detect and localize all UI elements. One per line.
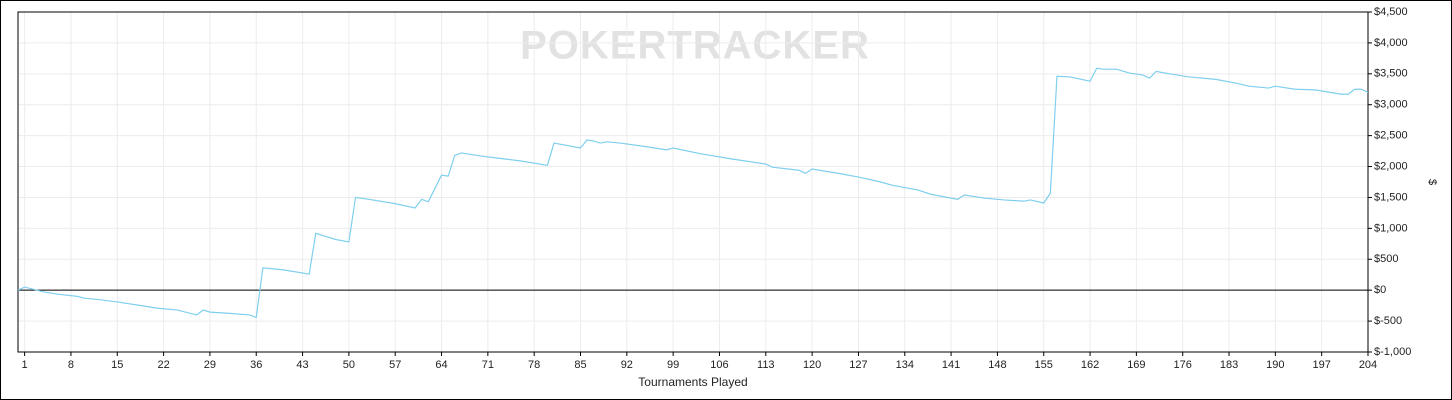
x-tick-label: 64 — [435, 359, 447, 371]
x-tick-label: 183 — [1220, 359, 1238, 371]
x-tick-label: 85 — [574, 359, 586, 371]
y-tick-label: $4,000 — [1374, 37, 1408, 49]
watermark: POKERTRACKER — [520, 24, 870, 68]
x-tick-label: 57 — [389, 359, 401, 371]
y-tick-label: $3,000 — [1374, 99, 1408, 111]
x-tick-label: 1 — [22, 359, 28, 371]
x-tick-label: 36 — [250, 359, 262, 371]
x-tick-label: 78 — [528, 359, 540, 371]
x-tick-label: 204 — [1359, 359, 1377, 371]
plot-border — [17, 11, 1369, 353]
y-tick-label: $-1,000 — [1374, 346, 1411, 358]
y-tick-label: $2,500 — [1374, 130, 1408, 142]
x-tick-label: 71 — [482, 359, 494, 371]
profit-line — [17, 67, 1369, 319]
x-tick-label: 148 — [988, 359, 1006, 371]
x-tick-label: 99 — [667, 359, 679, 371]
x-tick-label: 141 — [942, 359, 960, 371]
y-tick-label: $1,500 — [1374, 191, 1408, 203]
y-tick-label: $500 — [1374, 253, 1398, 265]
x-axis-label: Tournaments Played — [638, 375, 747, 389]
x-tick-label: 176 — [1174, 359, 1192, 371]
y-tick-label: $-500 — [1374, 315, 1402, 327]
x-tick-label: 92 — [621, 359, 633, 371]
x-tick-label: 8 — [68, 359, 74, 371]
x-tick-label: 113 — [757, 359, 775, 371]
y-tick-label: $0 — [1374, 284, 1386, 296]
x-tick-label: 120 — [803, 359, 821, 371]
x-tick-label: 162 — [1081, 359, 1099, 371]
x-tick-label: 15 — [111, 359, 123, 371]
x-tick-label: 106 — [710, 359, 728, 371]
y-tick-label: $4,500 — [1374, 6, 1408, 18]
y-tick-label: $1,000 — [1374, 222, 1408, 234]
x-tick-label: 22 — [157, 359, 169, 371]
x-tick-label: 155 — [1035, 359, 1053, 371]
x-tick-label: 190 — [1266, 359, 1284, 371]
x-tick-label: 29 — [204, 359, 216, 371]
x-tick-label: 43 — [296, 359, 308, 371]
y-tick-label: $2,000 — [1374, 160, 1408, 172]
y-tick-label: $3,500 — [1374, 68, 1408, 80]
x-tick-label: 134 — [896, 359, 914, 371]
x-tick-label: 50 — [343, 359, 355, 371]
x-tick-label: 197 — [1312, 359, 1330, 371]
x-tick-label: 169 — [1127, 359, 1145, 371]
x-tick-label: 127 — [849, 359, 867, 371]
y-axis-label: $ — [1426, 179, 1438, 185]
